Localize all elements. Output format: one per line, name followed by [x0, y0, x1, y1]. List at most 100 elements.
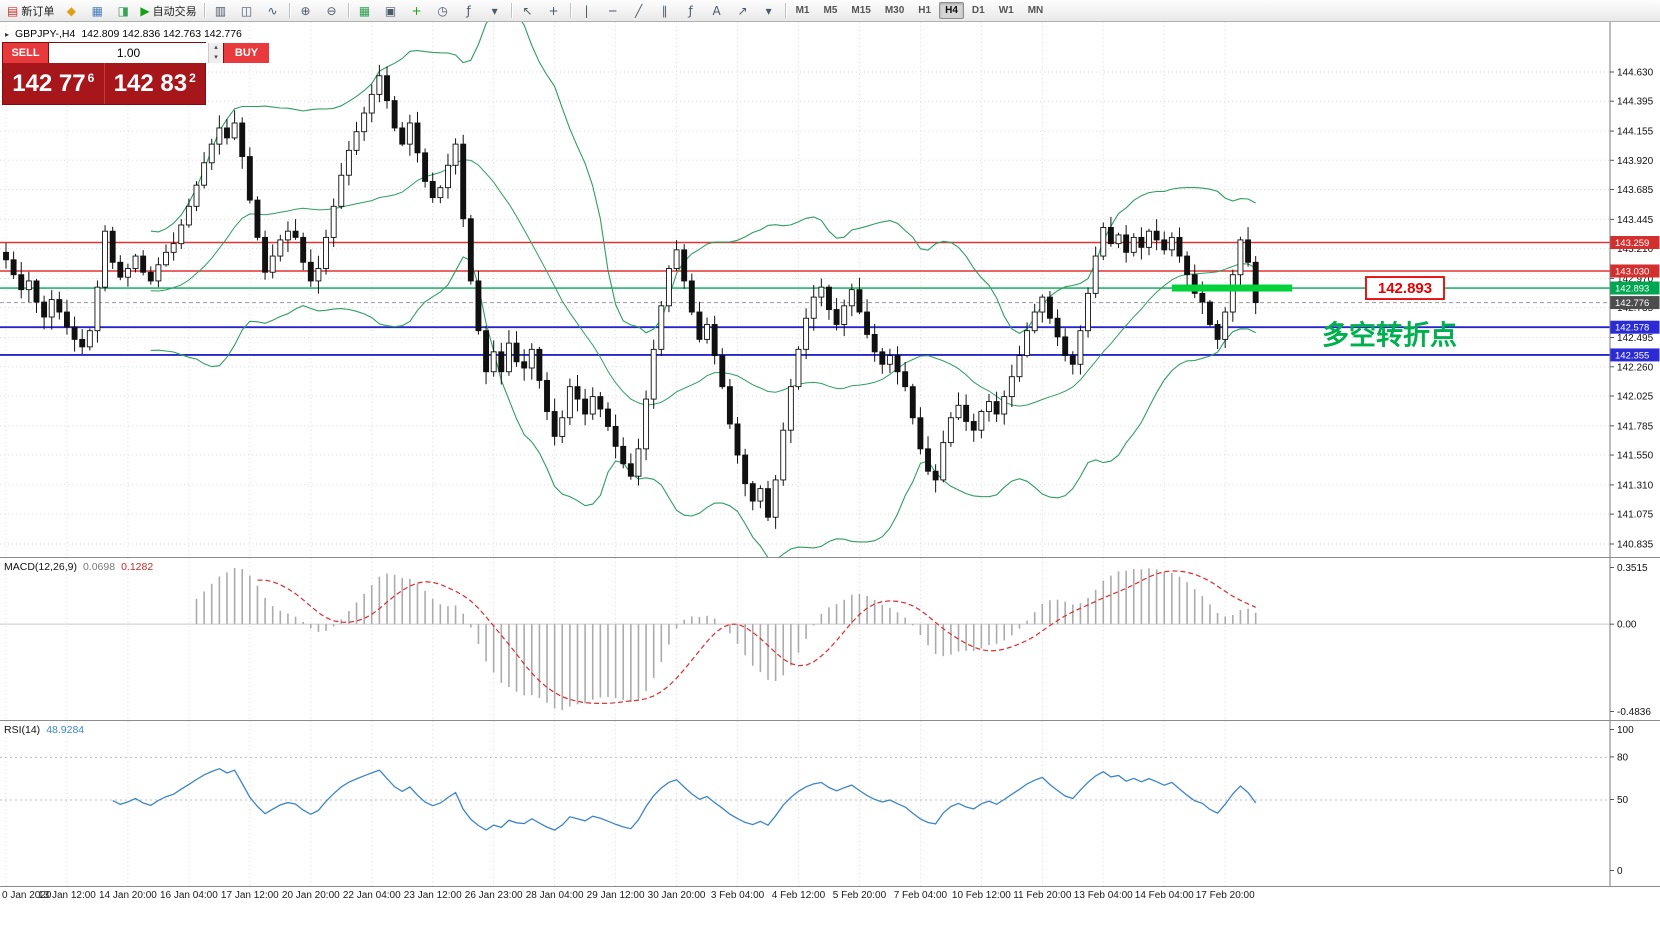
indicators-dropdown[interactable]: ▾: [483, 1, 507, 21]
rsi-axis[interactable]: 100 80 50 0: [1609, 721, 1660, 886]
zoom-in-button[interactable]: ⊕: [294, 1, 318, 21]
line-chart-icon: ∿: [267, 3, 278, 18]
grid: [0, 22, 1610, 557]
price-axis-label: 143.030: [1610, 264, 1660, 278]
line-chart-button[interactable]: ∿: [261, 1, 285, 21]
main-chart-panel: 142.893 多空转折点 144.630 144.395 144.155 143.920…: [0, 22, 1660, 557]
add-chart-button[interactable]: +: [405, 1, 429, 21]
svg-text:144.630: 144.630: [1617, 67, 1654, 78]
trendline-button[interactable]: ╱: [627, 1, 651, 21]
autotrading-play-icon: ▶: [140, 3, 150, 18]
svg-text:-0.4836: -0.4836: [1617, 707, 1651, 718]
timeframe-m30-button[interactable]: M30: [884, 5, 905, 16]
metaeditor-icon: ◆: [66, 3, 76, 18]
clock-icon: ◷: [437, 3, 448, 18]
timeframe-h1-button[interactable]: H1: [918, 5, 932, 16]
timeframe-m5-button[interactable]: M5: [823, 5, 838, 16]
svg-text:142.893: 142.893: [1615, 284, 1649, 295]
buy-button[interactable]: BUY: [224, 43, 269, 63]
buy-price-display[interactable]: 142 83 2: [104, 63, 205, 104]
macd-histogram: [195, 568, 1257, 710]
strategy-tester-button[interactable]: ◨: [111, 1, 135, 21]
note-text: 多空转折点: [1322, 319, 1457, 350]
volume-decrease-button[interactable]: ▾: [209, 53, 223, 63]
zoom-out-icon: ⊖: [326, 3, 337, 18]
arrows-button[interactable]: ↗: [731, 1, 755, 21]
tile-windows-button[interactable]: ▦: [353, 1, 377, 21]
macd-header: MACD(12,26,9) 0.0698 0.1282: [4, 561, 153, 573]
rsi-chart[interactable]: 100 80 50 0: [0, 721, 1660, 886]
bar-chart-button[interactable]: ▥: [209, 1, 233, 21]
horizontal-line-button[interactable]: ─: [601, 1, 625, 21]
buy-price-value: 142 83: [113, 69, 188, 97]
chevron-down-icon: ▾: [765, 3, 772, 18]
time-axis-label: 13 Feb 04:00: [1073, 890, 1133, 901]
autotrading-button[interactable]: ▶ 自动交易: [137, 1, 199, 21]
ohlc-values: 142.809 142.836 142.763 142.776: [81, 28, 242, 40]
rsi-panel: 100 80 50 0 RSI(14) 48.9284: [0, 720, 1660, 886]
svg-text:100: 100: [1617, 725, 1634, 736]
metaeditor-button[interactable]: ◆: [59, 1, 83, 21]
data-window-button[interactable]: ▦: [85, 1, 109, 21]
buy-price-pip: 2: [189, 70, 196, 85]
svg-text:80: 80: [1617, 752, 1629, 763]
time-axis-label: 4 Feb 12:00: [771, 890, 826, 901]
volume-increase-button[interactable]: ▴: [209, 43, 223, 53]
sell-price-display[interactable]: 142 77 6: [3, 63, 104, 104]
cursor-button[interactable]: ↖: [516, 1, 540, 21]
svg-text:142.776: 142.776: [1615, 298, 1649, 309]
rsi-name: RSI(14): [4, 724, 41, 736]
volume-input[interactable]: [49, 43, 208, 63]
price-axis-label: 142.578: [1610, 320, 1660, 334]
rsi-value: 48.9284: [46, 724, 85, 736]
fibonacci-button[interactable]: ƒ: [679, 1, 703, 21]
indicators-button[interactable]: ƒ: [457, 1, 481, 21]
svg-text:141.310: 141.310: [1617, 480, 1654, 491]
svg-text:143.445: 143.445: [1617, 215, 1654, 226]
shapes-dropdown[interactable]: ▾: [757, 1, 781, 21]
new-order-button-label: 新订单: [21, 5, 55, 18]
time-axis-label: 20 Jan 20:00: [281, 890, 340, 901]
timeframe-d1-button[interactable]: D1: [971, 5, 985, 16]
vertical-line-button[interactable]: |: [575, 1, 599, 21]
text-button[interactable]: A: [705, 1, 729, 21]
macd-chart[interactable]: 0.3515 0.00 -0.4836: [0, 558, 1660, 720]
timeframe-w1-button[interactable]: W1: [998, 5, 1014, 16]
price-axis[interactable]: 144.630 144.395 144.155 143.920 143.685 143.4…: [1609, 22, 1660, 557]
macd-name: MACD(12,26,9): [4, 561, 77, 573]
time-axis[interactable]: 0 Jan 2020 13 Jan 12:00 14 Jan 20:00 16 Jan…: [0, 886, 1660, 948]
vertical-line-icon: |: [584, 3, 589, 18]
sell-button[interactable]: SELL: [3, 43, 48, 63]
add-chart-icon: +: [411, 3, 422, 18]
equidistant-channel-button[interactable]: ∥: [653, 1, 677, 21]
time-axis-label: 13 Jan 12:00: [38, 890, 96, 901]
macd-signal-value: 0.1282: [121, 561, 154, 573]
auto-arrange-button[interactable]: ▣: [379, 1, 403, 21]
candles: [3, 64, 1259, 529]
chevron-down-icon: ▾: [491, 3, 498, 18]
time-axis-label: 26 Jan 23:00: [464, 890, 523, 901]
timeframe-m1-button[interactable]: M1: [795, 5, 810, 16]
svg-text:143.920: 143.920: [1617, 156, 1654, 167]
price-chart[interactable]: 142.893 多空转折点 144.630 144.395 144.155 143.920…: [0, 22, 1660, 557]
crosshair-button[interactable]: +: [542, 1, 566, 21]
candlestick-chart-button[interactable]: ◫: [235, 1, 259, 21]
macd-axis[interactable]: 0.3515 0.00 -0.4836: [1609, 558, 1660, 720]
timeframe-mn-button[interactable]: MN: [1027, 5, 1044, 16]
timeframe-m15-button[interactable]: M15: [851, 5, 871, 16]
periods-button[interactable]: ◷: [431, 1, 455, 21]
chart-title: ▸ GBPJPY-,H4 142.809 142.836 142.763 142…: [5, 28, 242, 40]
time-axis-label: 10 Feb 12:00: [951, 890, 1011, 901]
new-order-button[interactable]: ▤ 新订单: [4, 1, 57, 21]
trendline-icon: ╱: [634, 3, 643, 18]
annotations: 142.893 多空转折点: [1322, 276, 1457, 350]
timeframe-h4-button[interactable]: H4: [939, 2, 964, 19]
svg-text:142.355: 142.355: [1615, 350, 1649, 361]
zoom-out-button[interactable]: ⊖: [320, 1, 344, 21]
macd-main-value: 0.0698: [82, 561, 116, 573]
svg-text:142.970: 142.970: [1617, 274, 1654, 285]
horizontal-line-icon: ─: [608, 3, 617, 18]
top-toolbar: ▤ 新订单 ◆ ▦ ◨ ▶ 自动交易 ▥ ◫ ∿ ⊕ ⊖ ▦ ▣ + ◷ ƒ ▾ ↖ + | ─ ╱ ∥ ƒ A ↗ ▾ M1 M5 M15…: [0, 0, 1660, 22]
rsi-grid: [0, 721, 1610, 886]
svg-text:144.395: 144.395: [1617, 97, 1654, 108]
